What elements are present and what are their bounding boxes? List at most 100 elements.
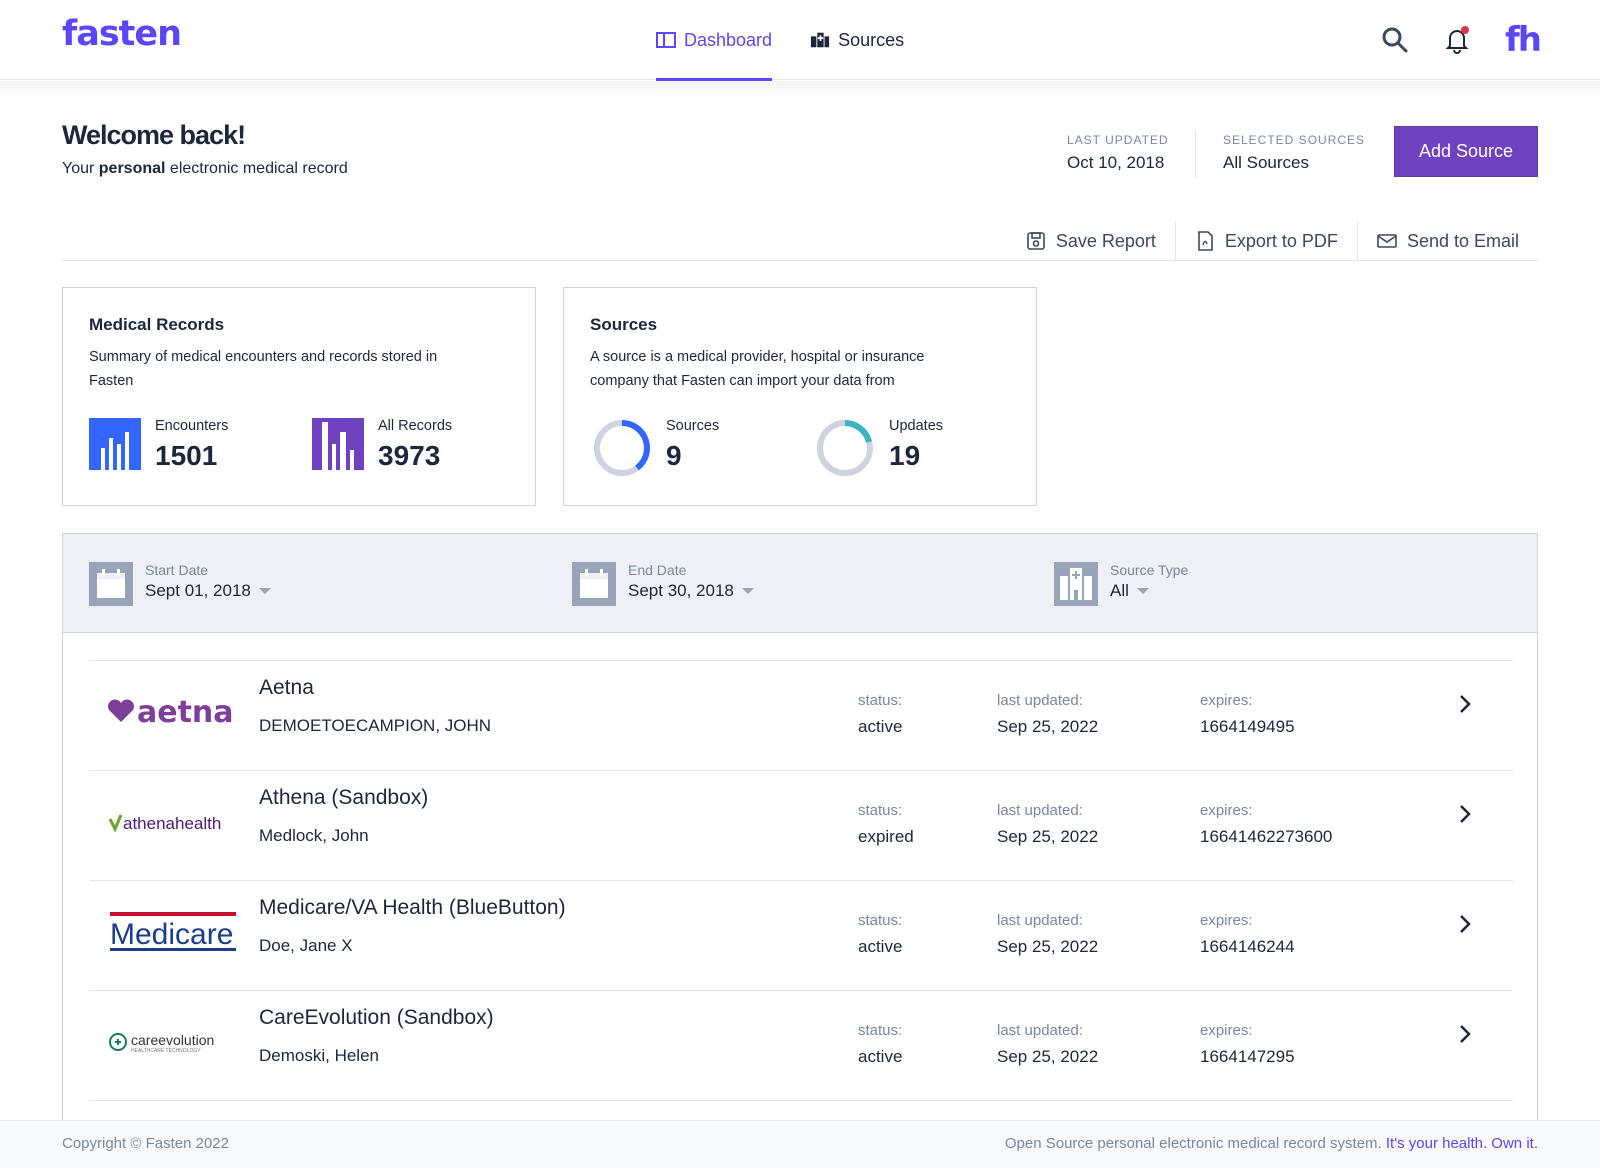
expires-col: expires: 1664147295 — [1200, 1022, 1295, 1067]
search-icon[interactable] — [1381, 26, 1409, 54]
add-source-button[interactable]: Add Source — [1394, 126, 1538, 177]
pdf-file-icon — [1198, 231, 1213, 251]
save-icon — [1027, 232, 1045, 250]
send-email-label: Send to Email — [1406, 230, 1519, 251]
nav-dashboard[interactable]: Dashboard — [656, 0, 773, 81]
user-avatar[interactable]: fh — [1505, 20, 1542, 60]
medical-records-desc: Summary of medical encounters and record… — [89, 349, 438, 389]
status-label: status: — [858, 692, 903, 709]
expires-value: 1664149495 — [1200, 717, 1295, 736]
sources-count-label: Sources — [666, 418, 720, 434]
last-updated-label: last updated: — [997, 1022, 1083, 1039]
updates-stat: Updates 19 — [815, 418, 943, 478]
status-label: status: — [858, 912, 903, 929]
expires-value: 16641462273600 — [1200, 827, 1333, 846]
expires-col: expires: 1664149495 — [1200, 692, 1295, 737]
subtitle-bold: personal — [98, 160, 166, 177]
footer-tagline-text: Open Source personal electronic medical … — [1004, 1135, 1382, 1152]
source-row[interactable]: careevolution HEALTHCARE TECHNOLOGY CareE… — [89, 990, 1513, 1100]
sources-card-title: Sources — [590, 315, 658, 334]
bar-chart-icon — [89, 418, 141, 470]
export-pdf-label: Export to PDF — [1224, 230, 1338, 251]
save-report-label: Save Report — [1055, 230, 1156, 251]
chevron-right-icon[interactable] — [1457, 1023, 1473, 1045]
end-date-text: Sept 30, 2018 — [628, 581, 734, 600]
status-value: expired — [858, 827, 914, 846]
careevolution-logo: careevolution HEALTHCARE TECHNOLOGY — [107, 1017, 243, 1067]
encounters-label: Encounters — [155, 418, 229, 434]
expires-label: expires: — [1200, 802, 1253, 819]
last-updated-value: Oct 10, 2018 — [1067, 153, 1165, 172]
source-name: Athena (Sandbox) — [259, 786, 429, 809]
source-type-text: All — [1110, 581, 1129, 600]
all-records-value: 3973 — [378, 440, 441, 471]
status-col: status: expired — [858, 802, 914, 847]
status-value: active — [858, 717, 903, 736]
sources-stat: Sources 9 — [592, 418, 719, 478]
send-email-button[interactable]: Send to Email — [1356, 222, 1538, 260]
main-nav: Dashboard Sources — [656, 0, 904, 81]
chevron-right-icon[interactable] — [1457, 913, 1473, 935]
report-actions: Save Report Export to PDF Send to Email — [1007, 222, 1538, 260]
status-col: status: active — [858, 692, 902, 737]
patient-name: Doe, Jane X — [259, 936, 353, 955]
source-row-partial — [89, 1100, 1513, 1168]
start-date-label: Start Date — [145, 562, 209, 578]
expires-col: expires: 16641462273600 — [1200, 802, 1332, 847]
export-pdf-button[interactable]: Export to PDF — [1174, 222, 1357, 260]
source-row[interactable]: Medicare Medicare/VA Health (BlueButton)… — [89, 880, 1513, 990]
last-updated-label: last updated: — [997, 912, 1083, 929]
source-row[interactable]: athenahealth Athena (Sandbox) Medlock, J… — [89, 770, 1513, 880]
svg-text:athenahealth: athenahealth — [123, 814, 221, 833]
donut-chart-icon — [594, 420, 650, 476]
save-report-button[interactable]: Save Report — [1007, 222, 1175, 260]
fasten-logo[interactable]: fasten — [62, 14, 182, 54]
athenahealth-logo: athenahealth — [107, 797, 243, 847]
dashboard-icon — [656, 32, 676, 48]
updates-value: 19 — [889, 440, 921, 471]
chevron-right-icon[interactable] — [1457, 803, 1473, 825]
calendar-icon — [89, 562, 133, 606]
updates-label: Updates — [889, 418, 944, 434]
chevron-right-icon[interactable] — [1457, 693, 1473, 715]
start-date-text: Sept 01, 2018 — [145, 581, 251, 600]
page-subtitle: Your personal electronic medical record — [62, 160, 348, 178]
last-updated-value: Sep 25, 2022 — [997, 1047, 1099, 1066]
notifications-button[interactable] — [1443, 26, 1471, 54]
source-name: CareEvolution (Sandbox) — [259, 1006, 494, 1029]
start-date-filter[interactable]: Start Date Sept 01, 2018 — [89, 562, 271, 606]
last-updated-value: Sep 25, 2022 — [997, 827, 1099, 846]
medical-records-title: Medical Records — [89, 315, 225, 334]
end-date-label: End Date — [628, 562, 687, 578]
footer-link[interactable]: It's your health. Own it. — [1385, 1135, 1538, 1152]
nav-dashboard-label: Dashboard — [684, 29, 773, 50]
all-records-stat: All Records 3973 — [312, 418, 452, 472]
medical-records-card: Medical Records Summary of medical encou… — [62, 287, 536, 506]
hospital-buildings-icon — [810, 32, 830, 48]
last-updated-meta: LAST UPDATED Oct 10, 2018 — [1067, 133, 1169, 173]
last-updated-label: last updated: — [997, 802, 1083, 819]
source-name: Medicare/VA Health (BlueButton) — [259, 896, 566, 919]
start-date-value: Sept 01, 2018 — [145, 581, 271, 601]
svg-text:careevolution: careevolution — [131, 1032, 214, 1048]
status-col: status: active — [858, 912, 902, 957]
selected-sources-label: SELECTED SOURCES — [1223, 133, 1366, 147]
caret-down-icon — [258, 588, 271, 594]
encounters-stat: Encounters 1501 — [89, 418, 228, 472]
last-updated-label: LAST UPDATED — [1067, 133, 1169, 147]
expires-label: expires: — [1200, 1022, 1253, 1039]
filter-bar: Start Date Sept 01, 2018 End Date Sept 3… — [63, 534, 1537, 633]
donut-chart-icon — [817, 420, 873, 476]
caret-down-icon — [1136, 588, 1149, 594]
source-type-filter[interactable]: Source Type All — [1054, 562, 1188, 606]
end-date-filter[interactable]: End Date Sept 30, 2018 — [572, 562, 754, 606]
nav-sources[interactable]: Sources — [810, 0, 904, 80]
svg-text:aetna: aetna — [137, 695, 234, 730]
expires-value: 1664147295 — [1200, 1047, 1295, 1066]
svg-text:Medicare: Medicare — [110, 918, 233, 951]
source-row[interactable]: aetna Aetna DEMOETOECAMPION, JOHN status… — [89, 660, 1513, 770]
status-label: status: — [858, 1022, 903, 1039]
header-shadow — [0, 81, 1600, 99]
bell-icon — [1445, 30, 1469, 54]
